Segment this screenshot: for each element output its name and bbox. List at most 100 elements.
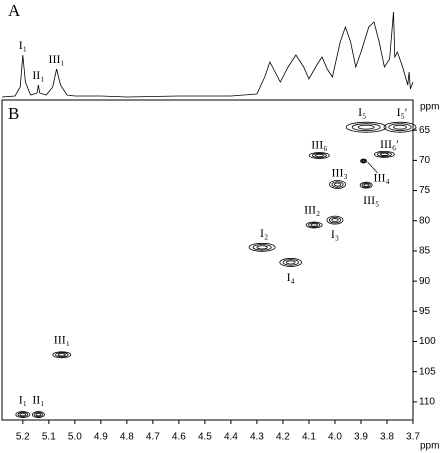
cross-peak	[248, 242, 276, 252]
peak-label: I₂	[260, 226, 268, 240]
y-tick-label: 75	[419, 185, 431, 196]
x-tick-label: 5.2	[16, 432, 30, 443]
contour	[345, 121, 387, 133]
cross-peak	[32, 411, 45, 418]
cross-peak	[373, 150, 395, 158]
panel-letter: A	[8, 1, 21, 20]
contour	[17, 412, 29, 418]
peak-label: III₆	[311, 137, 327, 151]
cross-peak	[329, 180, 346, 189]
contour	[361, 159, 367, 163]
contour	[379, 152, 389, 156]
x-tick-label: 4.5	[198, 432, 212, 443]
contour	[373, 150, 395, 158]
contour	[19, 412, 27, 417]
peak-label: II₁	[32, 68, 44, 82]
contour	[363, 183, 369, 187]
peak-label: III₅	[363, 193, 379, 207]
cross-peak	[359, 181, 373, 189]
y-tick-label: 100	[419, 336, 436, 347]
contour	[326, 215, 344, 225]
contour	[35, 412, 42, 417]
y-tick-label: 65	[419, 125, 431, 136]
peak-label: III₄	[373, 171, 389, 185]
peak-label: II₁	[32, 392, 44, 406]
contour	[32, 411, 45, 418]
x-tick-label: 4.3	[250, 432, 264, 443]
contour	[310, 223, 318, 227]
contour	[393, 124, 407, 130]
cross-peak	[383, 121, 417, 133]
peak-label: III₂	[304, 203, 320, 217]
contour	[329, 180, 346, 189]
panel-letter: B	[8, 104, 19, 123]
contour	[308, 222, 321, 228]
x-tick-label: 3.8	[380, 432, 394, 443]
contour	[55, 352, 69, 358]
peak-label: III₃	[331, 165, 347, 179]
plot-frame	[1, 99, 414, 421]
contour	[282, 259, 299, 266]
contour	[308, 152, 330, 159]
contour	[314, 153, 324, 158]
cross-peak	[308, 152, 330, 159]
contour	[33, 412, 44, 418]
x-tick-label: 4.8	[120, 432, 134, 443]
contour	[383, 121, 417, 133]
contour	[351, 123, 381, 132]
peak-label: I₁	[19, 38, 27, 52]
contour	[360, 158, 367, 164]
peak-label: III₁	[49, 52, 65, 66]
y-tick-label: 110	[419, 397, 435, 408]
cross-peak	[360, 158, 367, 164]
cross-peak	[279, 258, 303, 267]
cross-peak	[52, 351, 72, 359]
contour	[361, 159, 366, 163]
peak-label: III₆′	[380, 137, 399, 151]
contour	[52, 351, 72, 359]
label-arrow	[367, 161, 378, 174]
peak-label: I₅′	[397, 105, 408, 119]
peak-label: I₄	[287, 270, 295, 284]
x-tick-label: 4.2	[276, 432, 290, 443]
contour	[305, 221, 323, 229]
contour	[248, 242, 276, 252]
x-tick-label: 4.7	[146, 432, 160, 443]
contour	[311, 153, 327, 159]
contour	[57, 353, 66, 357]
cross-peak	[326, 215, 344, 225]
x-tick-label: 5.0	[68, 432, 82, 443]
peak-label: I₃	[331, 227, 339, 241]
contour	[361, 182, 371, 188]
contour	[252, 244, 272, 251]
contour	[279, 258, 303, 267]
y-tick-label: 70	[419, 155, 431, 166]
contour	[331, 218, 339, 223]
contour	[359, 181, 373, 189]
x-tick-label: 3.7	[406, 432, 420, 443]
peak-label: I₅	[358, 105, 366, 119]
contour	[331, 181, 344, 188]
contour	[15, 411, 31, 418]
y-tick-label: 90	[419, 276, 431, 287]
contour	[328, 216, 341, 224]
peak-label: I₁	[19, 392, 27, 406]
x-tick-label: 4.0	[328, 432, 342, 443]
cross-peak	[15, 411, 31, 418]
x-tick-label: 4.9	[94, 432, 108, 443]
x-tick-label: 4.6	[172, 432, 186, 443]
y-tick-label: 85	[419, 246, 431, 257]
x-tick-label: 5.1	[42, 432, 56, 443]
contour	[333, 182, 342, 187]
y-axis-label: ppm	[420, 102, 439, 113]
x-tick-label: 4.4	[224, 432, 238, 443]
peak-label: III₁	[54, 333, 70, 347]
cross-peak	[305, 221, 323, 229]
y-tick-label: 80	[419, 215, 431, 226]
cross-peak	[345, 121, 387, 133]
y-tick-label: 105	[419, 366, 436, 377]
contour	[285, 260, 296, 265]
y-tick-label: 95	[419, 306, 431, 317]
x-tick-label: 3.9	[354, 432, 368, 443]
